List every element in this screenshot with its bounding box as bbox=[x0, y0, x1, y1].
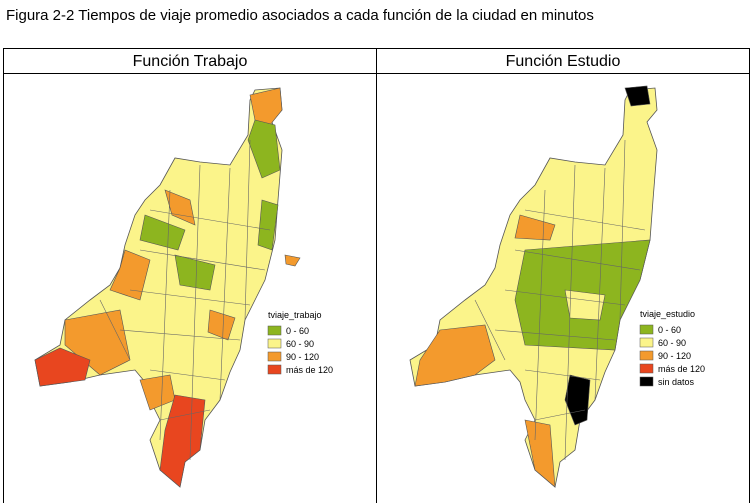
caption: Figura 2-2 Tiempos de viaje promedio aso… bbox=[6, 7, 594, 24]
map-trabajo bbox=[34, 87, 301, 488]
legend-label: 90 - 120 bbox=[658, 351, 691, 361]
legend-label: 60 - 90 bbox=[286, 339, 314, 349]
panel-title: Función Estudio bbox=[506, 53, 621, 70]
map-estudio bbox=[409, 85, 658, 488]
legend-label: 90 - 120 bbox=[286, 352, 319, 362]
legend-swatch bbox=[639, 363, 654, 374]
legend-label: 60 - 90 bbox=[658, 338, 686, 348]
legend-swatch bbox=[267, 325, 282, 336]
legend-title: tviaje_trabajo bbox=[268, 310, 322, 320]
legend-label: sin datos bbox=[658, 377, 695, 387]
legend-swatch bbox=[639, 350, 654, 361]
legend-swatch bbox=[639, 324, 654, 335]
legend-swatch bbox=[639, 337, 654, 348]
legend-label: más de 120 bbox=[658, 364, 705, 374]
legend-swatch bbox=[267, 351, 282, 362]
legend-swatch bbox=[267, 364, 282, 375]
legend-label: más de 120 bbox=[286, 365, 333, 375]
legend-label: 0 - 60 bbox=[286, 326, 309, 336]
legend: tviaje_trabajo 0 - 60 60 - 90 90 - 120 más d… bbox=[267, 310, 333, 375]
panel-title: Función Trabajo bbox=[133, 53, 248, 70]
legend-swatch bbox=[639, 376, 654, 387]
legend-swatch bbox=[267, 338, 282, 349]
legend-title: tviaje_estudio bbox=[640, 309, 695, 319]
legend-label: 0 - 60 bbox=[658, 325, 681, 335]
legend: tviaje_estudio 0 - 60 60 - 90 90 - 120 más d… bbox=[639, 309, 705, 387]
